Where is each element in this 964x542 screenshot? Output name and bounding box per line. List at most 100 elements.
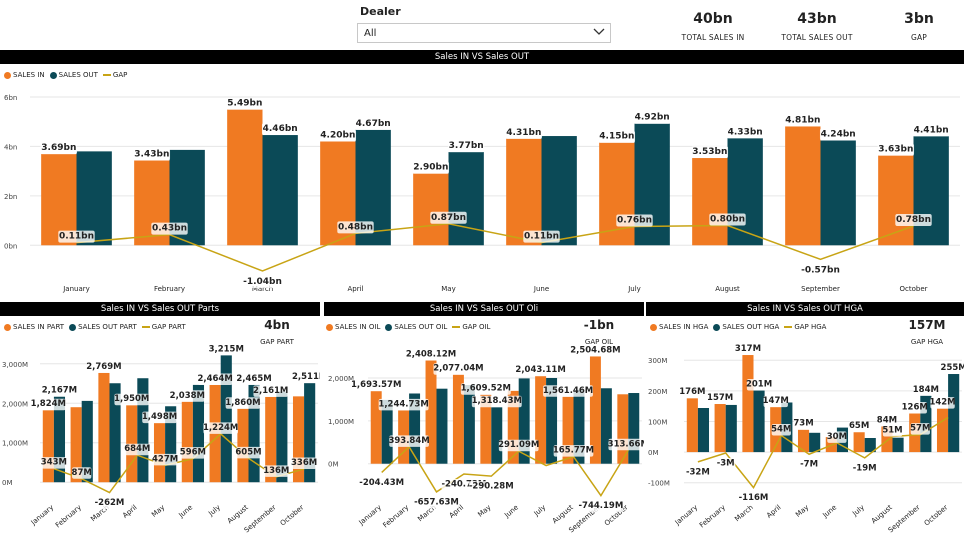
data-label-gap-bg	[264, 465, 289, 477]
y-tick-label: 200M	[648, 388, 667, 396]
data-label-sales-in-bg	[378, 398, 429, 411]
dealer-selected-value: All	[364, 28, 377, 39]
y-tick-label: 0M	[2, 479, 13, 487]
data-label-gap: -116M	[739, 493, 769, 503]
data-label-gap: 343M	[41, 458, 67, 468]
legend-item[interactable]: SALES OUT PART	[69, 323, 137, 331]
y-tick-label: 0bn	[4, 242, 17, 250]
x-tick-label: August	[226, 503, 250, 525]
data-label-gap-bg	[882, 424, 903, 437]
bar-sales-in	[227, 109, 263, 246]
data-label-gap: -7M	[800, 460, 818, 470]
legend-label: SALES OUT	[58, 71, 98, 79]
data-label-gap: 0.87bn	[431, 213, 466, 223]
data-label-sales-out-bg	[471, 395, 522, 408]
data-label-sales-in-bg	[133, 148, 171, 161]
data-label-sales-in-bg	[460, 383, 511, 395]
legend-item[interactable]: SALES OUT	[49, 71, 98, 79]
bar-sales-out	[600, 388, 612, 464]
bar-sales-out	[409, 393, 421, 464]
bar-sales-out	[725, 404, 737, 453]
y-tick-label: 6bn	[4, 94, 17, 102]
data-label-sales-out: 1,318.43M	[472, 396, 522, 406]
x-tick-label: April	[348, 285, 364, 293]
hga-chart-legend: SALES IN HGA SALES OUT HGA GAP HGA	[650, 323, 831, 331]
bar-sales-in	[562, 396, 574, 464]
data-label-sales-in-bg	[691, 146, 729, 159]
data-label-sales-in: 1,609.52M	[461, 384, 511, 394]
data-label-sales-in: 4.15bn	[599, 132, 634, 142]
legend-item[interactable]: GAP OIL	[452, 323, 490, 331]
legend-label: SALES OUT HGA	[722, 323, 780, 331]
data-label-sales-in-bg	[253, 385, 289, 397]
bar-sales-in	[41, 154, 77, 246]
bar-sales-out	[697, 408, 710, 453]
data-label-gap-bg	[523, 230, 560, 243]
bar-sales-in	[452, 374, 464, 464]
x-tick-label: October	[899, 285, 927, 293]
data-label-gap-bg	[291, 457, 317, 469]
legend-item[interactable]: GAP PART	[141, 323, 186, 331]
data-label-sales-in: 1,693.57M	[351, 380, 401, 390]
legend-item[interactable]: SALES IN	[4, 71, 45, 79]
bar-sales-in	[686, 398, 698, 453]
data-label-sales-out: 4.24bn	[821, 129, 856, 139]
parts-chart-legend: SALES IN PART SALES OUT PART GAP PART	[4, 323, 191, 331]
bar-sales-in	[853, 432, 865, 453]
data-label-sales-in: 4.20bn	[320, 130, 355, 140]
x-tick-label: January	[673, 503, 699, 527]
data-label-sales-in-bg	[142, 411, 177, 424]
legend-item[interactable]: SALES IN HGA	[650, 323, 708, 331]
bar-sales-out	[262, 135, 298, 246]
data-label-sales-out-bg	[913, 384, 939, 396]
data-label-sales-in-bg	[406, 349, 456, 361]
kpi-label: GAP OIL	[584, 338, 614, 346]
bar-sales-in	[181, 401, 193, 483]
data-label-sales-out: 255M	[941, 363, 964, 373]
data-label-gap: -3M	[717, 459, 735, 469]
data-label-sales-in-bg	[86, 361, 122, 373]
data-label-sales-in-bg	[226, 97, 264, 110]
dealer-dropdown[interactable]: All	[357, 23, 611, 43]
legend-item[interactable]: SALES OUT OIL	[385, 323, 447, 331]
x-tick-label: May	[150, 503, 166, 518]
bar-sales-in	[42, 410, 54, 483]
data-label-gap: 313.66M	[608, 439, 644, 449]
data-label-sales-in-bg	[170, 390, 205, 402]
data-label-gap-bg	[709, 213, 746, 226]
x-tick-label: June	[821, 503, 839, 520]
data-label-sales-in-bg	[598, 130, 636, 143]
bar-sales-out	[220, 355, 232, 483]
data-label-gap: -19M	[853, 463, 877, 473]
data-label-sales-out: 4.41bn	[914, 125, 949, 135]
legend-item[interactable]: SALES IN OIL	[326, 323, 380, 331]
bar-sales-in	[237, 408, 249, 483]
legend-item[interactable]: GAP	[102, 71, 127, 79]
data-label-gap-bg	[608, 438, 644, 451]
data-label-gap-bg	[72, 467, 92, 479]
bar-sales-in	[370, 391, 382, 464]
main-sales-chart: 0bn 2bn 4bn 6bn January February March April May…	[4, 94, 960, 293]
data-label-gap: 57M	[910, 424, 930, 434]
kpi-label: TOTAL SALES IN	[681, 33, 745, 42]
data-label-sales-in: 1,498M	[142, 412, 177, 422]
legend-label: SALES IN OIL	[335, 323, 381, 331]
data-label-sales-in: 157M	[707, 393, 733, 403]
data-label-gap: 291.09M	[498, 440, 539, 450]
bar-sales-out	[864, 438, 876, 453]
legend-item[interactable]: GAP HGA	[784, 323, 826, 331]
data-label-gap: -657.63M	[414, 497, 459, 507]
kpi-value: -1bn	[583, 318, 615, 332]
bar-sales-out	[137, 378, 149, 483]
data-label-gap-bg	[414, 496, 459, 509]
legend-item[interactable]: SALES IN PART	[4, 323, 64, 331]
legend-label: SALES OUT OIL	[394, 323, 448, 331]
bar-sales-out	[381, 399, 393, 464]
data-label-sales-out: 4.33bn	[728, 127, 763, 137]
bar-sales-in	[785, 126, 821, 246]
bar-sales-in	[692, 158, 728, 246]
data-label-gap-bg	[468, 481, 514, 493]
data-label-sales-in: 3.53bn	[692, 147, 727, 157]
legend-item[interactable]: SALES OUT HGA	[713, 323, 779, 331]
